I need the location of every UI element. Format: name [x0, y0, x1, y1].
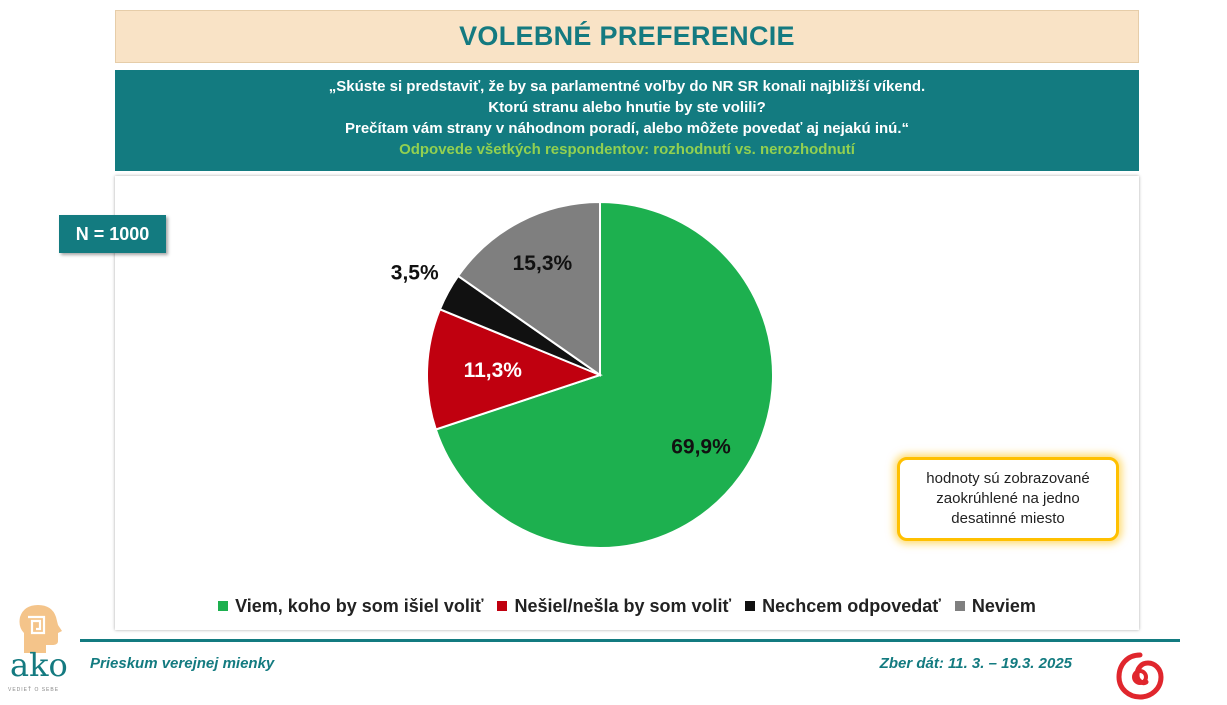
legend-label: Nechcem odpovedať	[762, 595, 941, 616]
legend-item: Nechcem odpovedať	[745, 596, 941, 617]
question-line-3: Prečítam vám strany v náhodnom poradí, a…	[344, 120, 909, 137]
head-icon	[19, 605, 62, 653]
legend-item: Neviem	[954, 595, 1036, 617]
question-line-2: Ktorú stranu alebo hnutie by ste volili?	[488, 99, 766, 116]
legend-item: Nešiel/nešla by som voliť	[497, 596, 731, 617]
footer-survey-label: Prieskum verejnej mienky	[90, 655, 275, 672]
question-subtitle: Odpovede všetkých respondentov: rozhodnu…	[399, 141, 855, 158]
pie-data-label: 69,9%	[671, 435, 731, 458]
rounding-note: hodnoty sú zobrazované zaokrúhlené na je…	[897, 457, 1119, 541]
pie-data-label: 11,3%	[464, 359, 523, 382]
legend-swatch	[497, 601, 508, 611]
legend-item: Viem, koho by som išiel voliť	[218, 596, 483, 617]
legend-swatch	[954, 601, 965, 611]
footer-divider	[80, 639, 1180, 642]
legend-swatch	[745, 601, 756, 611]
pie-slice	[456, 200, 601, 377]
pie-data-label: 3,5%	[391, 261, 439, 284]
pie-data-label: 15,3%	[513, 252, 573, 275]
page-title: VOLEBNÉ PREFERENCIE	[115, 10, 1139, 63]
legend-swatch	[218, 601, 229, 611]
sample-size-badge: N = 1000	[59, 215, 166, 253]
ako-wordmark: ako	[10, 646, 68, 684]
swirl-logo-icon	[1116, 652, 1164, 700]
chart-legend: Viem, koho by som išiel voliť Nešiel/neš…	[115, 594, 1139, 618]
survey-question: „Skúste si predstaviť, že by sa parlamen…	[115, 70, 1139, 171]
legend-label: Viem, koho by som išiel voliť	[235, 595, 484, 616]
ako-tagline: VEDIEŤ O SEBE	[8, 687, 60, 693]
legend-label: Nešiel/nešla by som voliť	[514, 595, 732, 616]
legend-label: Neviem	[971, 595, 1036, 616]
ako-logo: ako VEDIEŤ O SEBE	[6, 603, 78, 703]
footer-date-range: Zber dát: 11. 3. – 19.3. 2025	[879, 655, 1072, 672]
pie-slice	[434, 200, 774, 549]
question-line-1: „Skúste si predstaviť, že by sa parlamen…	[328, 78, 926, 95]
pie-slice	[426, 307, 603, 431]
